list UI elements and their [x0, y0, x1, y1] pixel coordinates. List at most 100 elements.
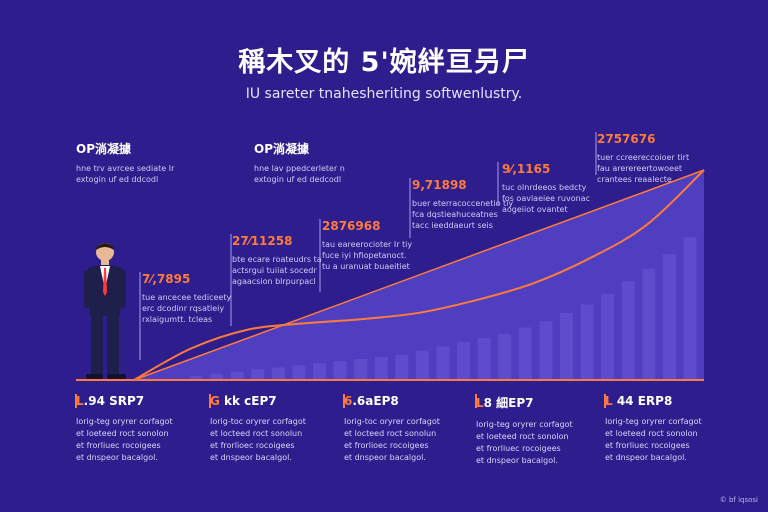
milestone-4: L8 細EP7 Iorig-teg oryrer corfagot et loe… — [476, 394, 596, 467]
milestone-3-mark: 6 — [344, 394, 353, 408]
businessman-figure — [84, 243, 126, 379]
person-tie — [103, 268, 107, 296]
bar-10 — [374, 356, 388, 380]
milestone-1-line-1: Iorig-teg oryrer corfagot — [76, 417, 173, 426]
milestone-4-label: L8 細EP7 — [476, 394, 596, 411]
milestone-4-line-3: et frorliuec rocoigees — [476, 444, 561, 453]
bar-13 — [436, 346, 450, 380]
person-hair — [96, 243, 114, 250]
annotation-4-head: 27⁄11258 — [232, 234, 293, 248]
bar-2 — [210, 373, 224, 380]
bar-5 — [271, 367, 285, 380]
page-subtitle: IU sareter tnahesheriting softwenlustry. — [245, 86, 523, 102]
milestone-3-line-3: et frorlioec rocoigees — [344, 441, 429, 450]
milestone-3-line-4: et dnspeor bacalgol. — [344, 453, 426, 462]
annotation-5-line-3: tu a uranuat buaeitiet — [322, 262, 410, 271]
bar-16 — [498, 333, 512, 380]
milestone-2-text: kk cEP7 — [219, 394, 277, 408]
milestone-5-line-4: et dnspeor bacalgol. — [605, 453, 687, 462]
annotation-6-head: 9,71898 — [412, 178, 467, 192]
growth-curve — [133, 169, 705, 381]
annotation-5-head: 2876968 — [322, 219, 381, 233]
milestone-4-line-2: et loeteed roct sonolon — [476, 432, 569, 441]
milestone-2: G kk cEP7 Iorig-toc oryrer corfagot et l… — [210, 394, 330, 464]
milestone-2-line-3: et frorlioec rocoigees — [210, 441, 295, 450]
area-edge-line — [133, 169, 705, 381]
person-arm-left — [84, 270, 91, 308]
annotation-3-head: 7⁄,7895 — [142, 272, 191, 286]
bar-14 — [457, 342, 471, 380]
milestone-4-text: 8 細EP7 — [483, 396, 534, 410]
annotation-2: OP淌凝據 hne lav ppedcerleter n extogin uf … — [254, 140, 384, 185]
milestone-5-mark: L — [605, 394, 613, 408]
bar-4 — [251, 369, 265, 380]
annotation-6-line-3: tacc ieeddaeurt seis — [412, 221, 493, 230]
milestone-3-line-1: Iorig-toc oryrer corfagot — [344, 417, 440, 426]
bar-17 — [518, 327, 532, 380]
bar-1 — [189, 375, 203, 380]
bar-7 — [313, 363, 326, 380]
milestone-4-mark: L — [476, 396, 484, 410]
bar-9 — [354, 359, 368, 380]
annotation-8-head: 2757676 — [597, 132, 656, 146]
annotation-7-line-1: tuc olnrdeeos bedcty — [502, 183, 587, 192]
milestone-1-label: L.94 SRP7 — [76, 394, 196, 408]
annotation-1-head: OP淌凝據 — [76, 142, 131, 156]
annotation-4-line-1: bte ecare roateudrs ta — [232, 255, 322, 264]
milestone-1-text: .94 SRP7 — [83, 394, 145, 408]
annotation-7-line-3: aogeiiot ovantet — [502, 205, 568, 214]
bar-25 — [683, 237, 697, 380]
milestone-5-text: 44 ERP8 — [612, 394, 673, 408]
annotation-4: 27⁄11258 bte ecare roateudrs ta actsrgui… — [232, 234, 362, 287]
annotation-7: 9⁄,1165 tuc olnrdeeos bedcty fos oavlaei… — [502, 162, 632, 215]
annotation-4-line-2: actsrgui tuiiat socedr — [232, 266, 317, 275]
milestone-5-line-1: Iorig-teg oryrer corfagot — [605, 417, 702, 426]
annotation-4-line-3: agaacsion blrpurpacl — [232, 277, 316, 286]
annotation-6-line-2: fca dqstieahuceatnes — [412, 210, 498, 219]
person-arm-right — [119, 270, 126, 308]
annotation-3-line-1: tue ancecee tediceety — [142, 293, 232, 302]
annotation-8-line-3: crantees reaalecte — [597, 175, 672, 184]
milestone-4-line-4: et dnspeor bacalgol. — [476, 456, 558, 465]
bar-18 — [539, 321, 553, 380]
annotation-5: 2876968 tau eareerocioter Ir tiy fuce iy… — [322, 219, 452, 272]
person-leg-left — [91, 314, 103, 376]
milestone-2-line-2: et locteed roct sonolun — [210, 429, 303, 438]
bar-15 — [477, 338, 491, 380]
bar-24 — [662, 254, 676, 380]
annotation-1-line-2: extogin uf ed ddcodl — [76, 175, 159, 184]
page-title: 稱木叉的 5'婉絆亘叧尸 — [238, 47, 530, 78]
milestone-5-line-3: et frorliuec rocoigees — [605, 441, 690, 450]
bar-11 — [395, 354, 409, 380]
milestone-3-text: .6aEP8 — [352, 394, 399, 408]
person-neck — [101, 259, 109, 265]
milestone-5-line-2: et loeteed roct sonolon — [605, 429, 698, 438]
bar-6 — [292, 365, 306, 380]
annotation-2-line-1: hne lav ppedcerleter n — [254, 164, 345, 173]
milestone-1-line-3: et frorliuec rocoigees — [76, 441, 161, 450]
milestone-2-label: G kk cEP7 — [210, 394, 330, 408]
bar-20 — [580, 304, 594, 380]
annotation-6-line-1: buer eterracoccenetio tiy — [412, 199, 514, 208]
annotation-1: OP淌凝據 hne trv avrcee sediate Ir extogin … — [76, 140, 206, 185]
milestone-1-line-4: et dnspeor bacalgol. — [76, 453, 158, 462]
milestone-2-line-4: et dnspeor bacalgol. — [210, 453, 292, 462]
bar-3 — [230, 371, 244, 380]
milestone-3: 6.6aEP8 Iorig-toc oryrer corfagot et loc… — [344, 394, 464, 464]
bar-8 — [333, 361, 347, 380]
annotation-6: 9,71898 buer eterracoccenetio tiy fca dq… — [412, 178, 542, 231]
person-shoe-left — [86, 374, 103, 379]
milestone-1-line-2: et loeteed roct sonolon — [76, 429, 169, 438]
bar-22 — [621, 281, 635, 380]
annotation-5-line-1: tau eareerocioter Ir tiy — [322, 240, 413, 249]
annotation-1-line-1: hne trv avrcee sediate Ir — [76, 164, 175, 173]
bar-12 — [415, 350, 429, 380]
annotation-7-head: 9⁄,1165 — [502, 162, 551, 176]
milestone-3-label: 6.6aEP8 — [344, 394, 464, 408]
milestone-1: L.94 SRP7 Iorig-teg oryrer corfagot et l… — [76, 394, 196, 464]
bar-21 — [601, 293, 615, 380]
annotation-3-line-2: erc dcodinr rqsatleiy — [142, 304, 225, 313]
milestone-2-mark: G — [210, 394, 220, 408]
bar-23 — [642, 268, 656, 380]
